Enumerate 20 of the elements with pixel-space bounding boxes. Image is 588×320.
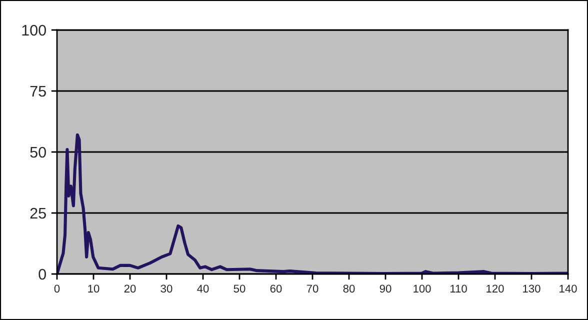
y-tick-label: 100 [22, 24, 46, 36]
x-tick-label: 10 [88, 284, 100, 293]
x-tick-label: 30 [160, 284, 172, 293]
x-tick-label: 20 [124, 284, 136, 293]
x-tick-label: 0 [54, 284, 60, 293]
x-tick-label: 50 [234, 284, 246, 293]
x-tick-label: 80 [343, 284, 355, 293]
x-tick-label: 90 [380, 284, 392, 293]
y-tick-label: 25 [30, 208, 46, 219]
x-tick-label: 60 [270, 284, 282, 293]
x-tick-label: 120 [486, 284, 504, 293]
x-tick-label: 140 [560, 284, 577, 293]
x-tick-label: 100 [414, 284, 431, 293]
y-tick-label: 50 [30, 146, 46, 158]
x-tick-label: 70 [306, 284, 318, 293]
y-tick-label: 75 [30, 86, 46, 97]
y-tick-label: 0 [38, 268, 46, 280]
x-tick-label: 40 [197, 284, 209, 293]
x-tick-label: 110 [450, 284, 467, 293]
x-tick-label: 130 [523, 284, 540, 293]
